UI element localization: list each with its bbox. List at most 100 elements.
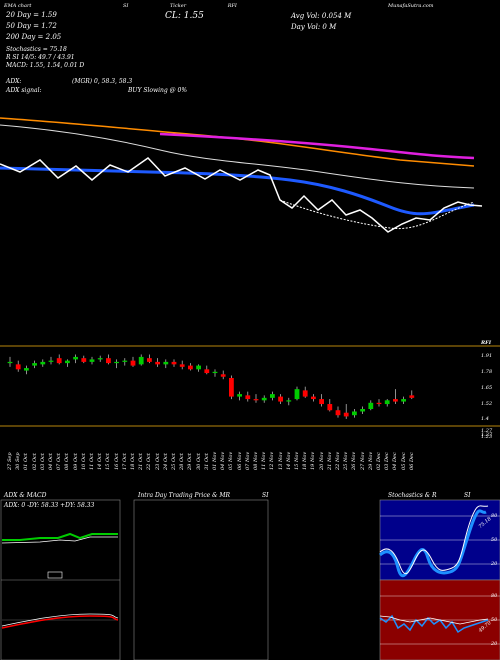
price-tick-label: 1.4 bbox=[481, 415, 489, 422]
adx-marker-box bbox=[47, 571, 63, 579]
candle-body bbox=[261, 397, 267, 401]
candle-body bbox=[65, 360, 70, 364]
candle-body bbox=[237, 394, 242, 397]
macd-red-line bbox=[1, 615, 119, 629]
candle-body bbox=[352, 411, 357, 416]
candle-body bbox=[319, 399, 324, 405]
adx-values: (MGR) 0, 58.3, 58.3 bbox=[72, 78, 133, 85]
candle-body bbox=[311, 396, 316, 400]
candle-body bbox=[229, 378, 234, 397]
candle-body bbox=[343, 412, 349, 417]
price-tick-label: 1.65 bbox=[481, 384, 493, 391]
price-white-dotted-line bbox=[279, 199, 475, 230]
adx-signal-value: BUY Slowing @ 0% bbox=[128, 87, 188, 94]
price-axis-title: RFI bbox=[481, 340, 492, 346]
header-ema-label: EMA chart bbox=[4, 3, 32, 9]
candle-body bbox=[73, 356, 78, 360]
candle-body bbox=[97, 358, 103, 360]
ema-magenta-line bbox=[159, 132, 475, 160]
stoch-blue-line bbox=[379, 509, 487, 578]
candle-body bbox=[286, 400, 292, 402]
candle-body bbox=[327, 404, 333, 411]
price-tick-label: 1.91 bbox=[481, 352, 493, 359]
rsi-tick-80: 80 bbox=[491, 593, 498, 599]
price-axis-extra-1: 1.27 bbox=[481, 428, 493, 434]
candle-body bbox=[270, 394, 275, 398]
rsi-white-line bbox=[379, 615, 489, 625]
candle-body bbox=[155, 361, 160, 365]
adx-panel-title: ADX & MACD bbox=[4, 492, 47, 499]
adx-panel-values: ADX: 0 -DY: 58.33 +DY: 58.33 bbox=[4, 502, 95, 509]
candle-body bbox=[56, 358, 62, 364]
candle-body bbox=[302, 390, 308, 397]
candle-body bbox=[163, 361, 169, 365]
candle-body bbox=[114, 361, 119, 364]
candle-body bbox=[384, 400, 390, 405]
candlestick-chart bbox=[0, 345, 500, 427]
ema-blue-line bbox=[0, 166, 475, 216]
stoch-tick-80: 80 bbox=[491, 513, 498, 519]
rsi-blue-line bbox=[379, 614, 489, 634]
moving-average-chart bbox=[0, 117, 483, 233]
candle-body bbox=[138, 356, 144, 365]
stoch-panel-si: SI bbox=[464, 492, 471, 499]
candle-body bbox=[376, 402, 382, 405]
avg-volume: Avg Vol: 0.054 M bbox=[291, 12, 352, 20]
intraday-panel-si: SI bbox=[262, 492, 269, 499]
candle-body bbox=[294, 389, 300, 400]
candle-body bbox=[196, 365, 201, 370]
candle-body bbox=[245, 395, 251, 400]
candle-body bbox=[368, 402, 374, 409]
candle-body bbox=[32, 363, 37, 366]
avg-20-day: 20 Day = 1.59 bbox=[6, 11, 57, 19]
candle-body bbox=[253, 399, 259, 401]
candle-body bbox=[179, 364, 185, 367]
avg-50-day: 50 Day = 1.72 bbox=[6, 22, 57, 30]
price-tick-label: 1.27 bbox=[481, 432, 493, 439]
adx-white-line bbox=[1, 536, 118, 544]
adx-green-line bbox=[2, 532, 118, 541]
candle-body bbox=[122, 360, 128, 362]
candle-body bbox=[278, 396, 283, 402]
stochastics-value: Stochastics = 75.18 bbox=[6, 46, 67, 53]
price-tick-label: 1.78 bbox=[481, 368, 493, 375]
intraday-panel-title: Intra Day Trading Price & MR bbox=[138, 492, 231, 499]
macd-value: MACD: 1.55, 1.54, 0.01 D bbox=[6, 62, 85, 69]
site-name: MunafaSutra.com bbox=[388, 3, 434, 9]
close-price: CL: 1.55 bbox=[165, 11, 204, 21]
candle-body bbox=[130, 360, 136, 366]
candle-body bbox=[24, 368, 29, 371]
avg-200-day: 200 Day = 2.05 bbox=[6, 33, 62, 41]
intraday-panel-frame bbox=[133, 499, 269, 660]
candle-body bbox=[409, 395, 415, 398]
header-line: EMA chart SI Ticker RFI bbox=[4, 3, 237, 9]
stoch-panel-title: Stochastics & R bbox=[388, 492, 437, 499]
candle-body bbox=[7, 361, 13, 364]
header-ticker-label: Ticker bbox=[169, 3, 187, 9]
candle-body bbox=[393, 399, 398, 402]
candle-body bbox=[40, 361, 46, 365]
price-white-line bbox=[0, 157, 483, 233]
candle-body bbox=[212, 371, 218, 374]
stoch-tick-50: 50 bbox=[491, 537, 498, 543]
stoch-white-line bbox=[379, 505, 489, 575]
candle-body bbox=[188, 365, 193, 370]
rsi-tick-20: 20 bbox=[491, 641, 498, 647]
candle-body bbox=[106, 358, 111, 364]
rsi-tick-50: 50 bbox=[491, 617, 498, 623]
candle-body bbox=[401, 399, 406, 402]
day-volume: Day Vol: 0 M bbox=[291, 23, 337, 31]
candle-body bbox=[171, 361, 177, 365]
ema-white-thin-line bbox=[0, 124, 475, 189]
candle-body bbox=[15, 364, 21, 370]
rsi-value: R SI 14/5: 49.7 / 43.91 bbox=[6, 54, 75, 61]
candle-body bbox=[89, 359, 95, 362]
price-tick-label: 1.52 bbox=[481, 401, 493, 408]
stoch-tick-20: 20 bbox=[491, 561, 498, 567]
header-si-label: SI bbox=[122, 3, 129, 9]
header-ticker: RFI bbox=[227, 3, 237, 9]
candle-body bbox=[204, 369, 210, 374]
candle-body bbox=[360, 409, 365, 412]
macd-white-line bbox=[1, 613, 119, 627]
